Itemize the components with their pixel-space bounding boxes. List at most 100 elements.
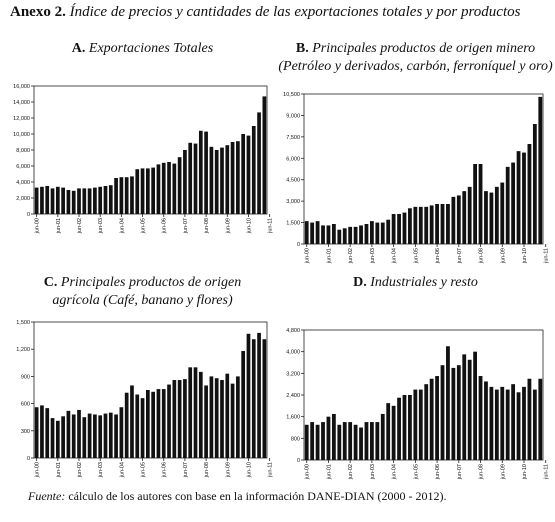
x-tick-label: jun-06	[435, 464, 441, 480]
bar	[145, 168, 150, 214]
bar	[220, 147, 224, 214]
bar	[516, 392, 521, 460]
bar	[408, 395, 412, 460]
bar	[456, 195, 461, 244]
bar	[50, 418, 55, 458]
bar	[251, 126, 256, 214]
bar	[440, 365, 445, 460]
annex-title: Índice de precios y cantidades de las ex…	[69, 4, 521, 20]
y-tick-label: 0	[297, 242, 300, 248]
bar	[66, 190, 71, 214]
bar	[315, 221, 320, 244]
bar	[348, 226, 353, 244]
x-tick-label: jun-04	[392, 464, 398, 480]
bar	[321, 422, 325, 460]
panel-title-line1: Principales productos de origen minero	[312, 41, 536, 56]
bar	[108, 412, 113, 458]
x-tick-label: jun-07	[183, 218, 189, 234]
x-tick-label: jun-08	[479, 248, 485, 264]
plot-frame	[33, 321, 268, 459]
panel-title-c: C. Principales productos de origen	[5, 274, 280, 292]
panel-title-line1: Principales productos de origen	[60, 275, 242, 290]
bar	[167, 162, 171, 214]
bar	[45, 408, 50, 458]
bar	[151, 391, 156, 458]
y-tick-label: 0	[27, 456, 30, 462]
bar	[204, 131, 208, 214]
y-tick-label: 1,600	[286, 415, 300, 421]
bar	[77, 188, 81, 214]
x-tick-label: jun-09	[225, 462, 231, 478]
y-tick-label: 6,000	[286, 156, 300, 162]
bar	[522, 152, 526, 244]
x-tick-label: jun-00	[305, 248, 311, 264]
bar	[198, 371, 203, 458]
panel-title-line2: (Petróleo y derivados, carbón, ferroníqu…	[278, 59, 553, 74]
x-tick-label: jun-03	[370, 464, 376, 480]
bar	[246, 333, 251, 458]
bar	[516, 151, 521, 244]
bar	[34, 407, 39, 458]
bar	[172, 163, 177, 214]
y-tick-label: 1,500	[286, 221, 300, 227]
chart-panel-a: A. Exportaciones Totales 0 2,000 4,000 6,00…	[5, 36, 280, 284]
bar	[326, 416, 331, 460]
bar	[98, 415, 103, 458]
x-tick-label: jun-07	[457, 248, 463, 264]
bar	[188, 367, 193, 458]
y-tick-label: 3,000	[286, 199, 300, 205]
bar	[71, 414, 76, 458]
chart-panel-d: D. Industriales y resto 0 800 1,600 2,400 3,…	[278, 272, 553, 520]
bar	[87, 413, 92, 458]
bar	[505, 389, 510, 460]
x-tick-label: jun-11	[268, 218, 274, 234]
bar	[418, 206, 423, 244]
bar	[66, 410, 71, 458]
bar	[251, 339, 256, 458]
x-tick-label: jun-04	[119, 218, 125, 234]
bar	[484, 191, 488, 244]
chart-d: 0 800 1,600 2,400 3,200 4,000 4,800 jun-00 jun-0…	[286, 328, 549, 480]
bar	[462, 354, 467, 460]
bar	[386, 403, 391, 460]
bar	[467, 186, 472, 244]
bar	[93, 187, 97, 214]
bar	[402, 395, 407, 460]
bar	[220, 380, 224, 458]
panel-title-a: A. Exportaciones Totales	[5, 40, 280, 58]
x-tick-label: jun-02	[348, 464, 354, 480]
bar	[462, 191, 467, 244]
x-tick-label: jun-11	[544, 248, 550, 264]
y-tick-label: 10,500	[283, 92, 300, 98]
bar	[440, 204, 445, 244]
chart-c: 0 300 600 900 1,200 1,500 jun-00 jun-01 jun-02 ju…	[16, 320, 273, 478]
bar	[214, 378, 219, 458]
bar	[364, 422, 369, 460]
bar	[326, 225, 331, 244]
y-tick-label: 4,000	[16, 180, 30, 186]
y-tick-label: 1,500	[16, 320, 30, 326]
bar	[156, 164, 161, 214]
y-tick-label: 14,000	[13, 100, 30, 106]
x-tick-label: jun-00	[305, 464, 311, 480]
panel-title-line1: Exportaciones Totales	[88, 41, 214, 56]
panel-letter: D.	[353, 275, 367, 290]
chart-b: 0 1,500 3,000 4,500 6,000 7,500 9,000 10,500 jun…	[283, 92, 550, 264]
x-tick-label: jun-04	[119, 462, 125, 478]
bar	[82, 188, 87, 214]
bar	[177, 157, 182, 214]
bar	[130, 385, 134, 458]
y-tick-label: 2,400	[286, 393, 300, 399]
y-tick-label: 4,500	[286, 178, 300, 184]
y-tick-label: 16,000	[13, 84, 30, 90]
bar	[310, 422, 315, 460]
bar	[391, 214, 396, 244]
bar	[489, 386, 494, 460]
source-label: Fuente:	[28, 489, 66, 503]
bar	[505, 166, 510, 244]
bar	[188, 142, 193, 214]
bar	[225, 145, 230, 214]
bar	[386, 219, 391, 244]
bar	[532, 124, 537, 244]
x-tick-label: jun-01	[326, 248, 332, 264]
